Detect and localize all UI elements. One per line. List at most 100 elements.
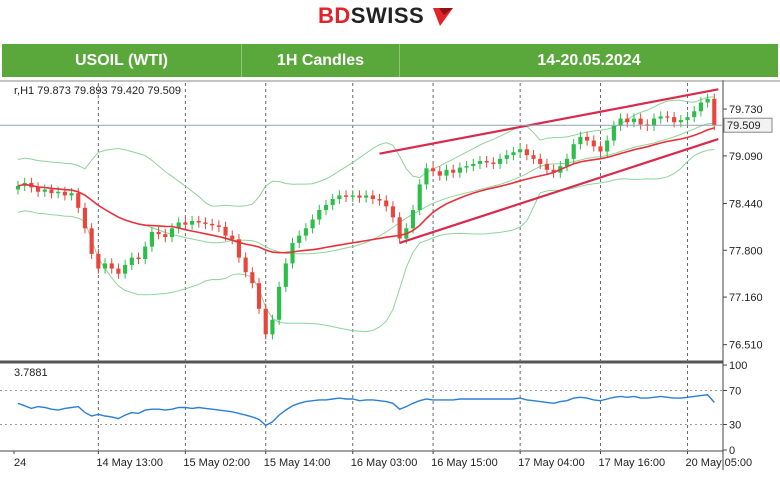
- candle-body: [611, 125, 616, 141]
- candle-body: [491, 162, 496, 164]
- candle-body: [631, 118, 637, 123]
- candle-body: [230, 235, 235, 240]
- candle-body: [310, 219, 315, 229]
- candle-body: [377, 199, 382, 201]
- candle-body: [243, 257, 248, 273]
- candle-body: [685, 117, 690, 121]
- candle-body: [444, 169, 449, 176]
- candle-body: [598, 146, 603, 152]
- candle-body: [591, 140, 596, 147]
- candle-body: [410, 210, 416, 229]
- candle-body: [102, 263, 108, 269]
- candle-body: [665, 116, 670, 118]
- time-axis: 24 14 May 13:00 15 May 02:00 15 May 14:00 16…: [0, 450, 753, 469]
- candle-body: [36, 187, 41, 192]
- candle-body: [678, 120, 683, 123]
- candle-body: [457, 167, 462, 173]
- candle-body: [518, 149, 523, 153]
- candle-body: [169, 228, 175, 238]
- candle-body: [49, 189, 54, 194]
- middle-band: [17, 122, 715, 255]
- candle-body: [96, 253, 101, 269]
- candle-body: [123, 264, 128, 274]
- candle-body: [109, 263, 114, 269]
- chart-grid: [0, 80, 780, 470]
- candle-body: [297, 235, 302, 243]
- candle-body: [484, 161, 489, 163]
- channel-lower-line: [399, 138, 719, 244]
- indicator-tick-label: 100: [729, 360, 747, 372]
- y-tick-label: 76.510: [729, 340, 763, 352]
- rising-wedge-channel: [379, 88, 719, 244]
- bollinger-bands: [17, 96, 715, 333]
- y-tick-label: 77.800: [729, 245, 763, 257]
- current-price-label: 79.509: [727, 120, 761, 132]
- y-tick-label: 78.440: [729, 198, 763, 210]
- x-tick-label: 16 May 03:00: [351, 457, 418, 469]
- candle-body: [277, 286, 282, 320]
- candle-body: [343, 195, 349, 197]
- candle-body: [290, 242, 295, 264]
- candle-body: [638, 118, 643, 125]
- indicator-tick-label: 30: [729, 420, 741, 432]
- candle-body: [42, 189, 47, 192]
- candlestick-series: [15, 93, 717, 340]
- candle-body: [190, 221, 195, 225]
- candle-body: [210, 223, 215, 226]
- x-tick-label: 16 May 15:00: [431, 457, 498, 469]
- y-tick-label: 77.160: [729, 292, 763, 304]
- candle-body: [62, 191, 67, 196]
- candle-body: [330, 199, 335, 205]
- x-tick-label: 20 May 05:00: [686, 457, 753, 469]
- candle-body: [571, 144, 576, 159]
- candle-body: [203, 222, 208, 224]
- candle-body: [196, 221, 201, 223]
- indicator-line: [17, 394, 715, 427]
- symbol-label: USOIL (WTI): [2, 44, 242, 77]
- candle-body: [183, 222, 188, 225]
- candle-body: [283, 263, 288, 287]
- x-tick-label: 17 May 16:00: [598, 457, 665, 469]
- candle-body: [350, 195, 355, 197]
- candle-body: [303, 228, 308, 236]
- candle-body: [511, 152, 516, 156]
- price-axis: 79.730 79.090 78.440 77.800 77.160 76.510 79.5…: [0, 104, 773, 352]
- candle-body: [82, 207, 88, 229]
- candle-body: [56, 191, 61, 194]
- candle-body: [236, 239, 242, 258]
- timeframe-label: 1H Candles: [242, 44, 400, 77]
- candle-body: [477, 161, 483, 164]
- indicator-tick-label: 70: [729, 386, 741, 398]
- candle-body: [176, 222, 181, 229]
- current-price-box: [723, 117, 773, 133]
- indicator-header: 3.7881: [14, 367, 48, 379]
- candle-body: [370, 195, 375, 200]
- candle-body: [263, 308, 268, 335]
- candle-body: [672, 117, 677, 123]
- candle-body: [163, 234, 168, 238]
- candle-body: [564, 158, 570, 167]
- candle-body: [658, 116, 663, 119]
- indicator-tick-label: 0: [729, 445, 735, 457]
- price-chart: 79.730 79.090 78.440 77.800 77.160 76.510 79.5…: [0, 80, 780, 470]
- candle-body: [337, 195, 342, 200]
- candle-body: [712, 98, 717, 126]
- candle-body: [471, 163, 476, 167]
- candle-body: [531, 155, 536, 159]
- brand-wordmark-red: BD: [318, 3, 351, 28]
- candle-body: [431, 168, 436, 172]
- x-tick-label: 14 May 13:00: [96, 457, 163, 469]
- candle-body: [578, 136, 583, 145]
- candle-body: [390, 206, 396, 218]
- candle-body: [136, 257, 141, 260]
- candle-body: [270, 319, 275, 335]
- candle-body: [216, 225, 221, 227]
- y-tick-label: 79.090: [729, 151, 763, 163]
- candle-body: [625, 118, 630, 123]
- candle-body: [698, 102, 703, 112]
- brand-arrow-icon: [433, 8, 453, 26]
- candle-body: [323, 204, 329, 211]
- indicator-pane: 3.7881 100 70 30 0: [0, 360, 747, 457]
- x-tick-label: 24: [14, 457, 26, 469]
- candle-body: [651, 118, 657, 126]
